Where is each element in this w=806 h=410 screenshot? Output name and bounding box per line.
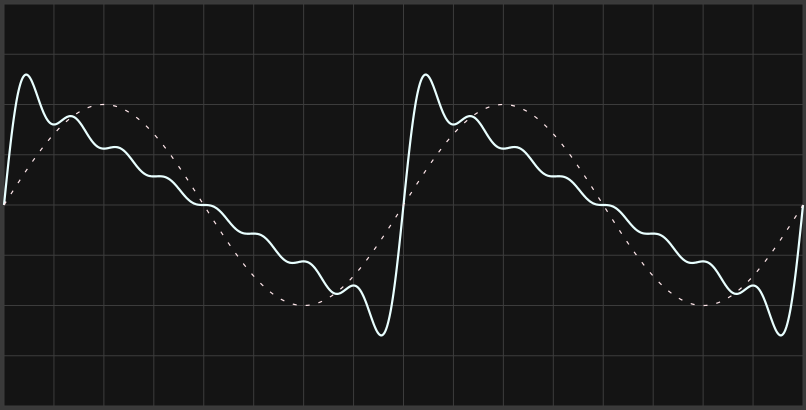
series-line-reference-sine xyxy=(3,103,804,307)
grid xyxy=(3,3,804,407)
series-group xyxy=(2,73,805,337)
